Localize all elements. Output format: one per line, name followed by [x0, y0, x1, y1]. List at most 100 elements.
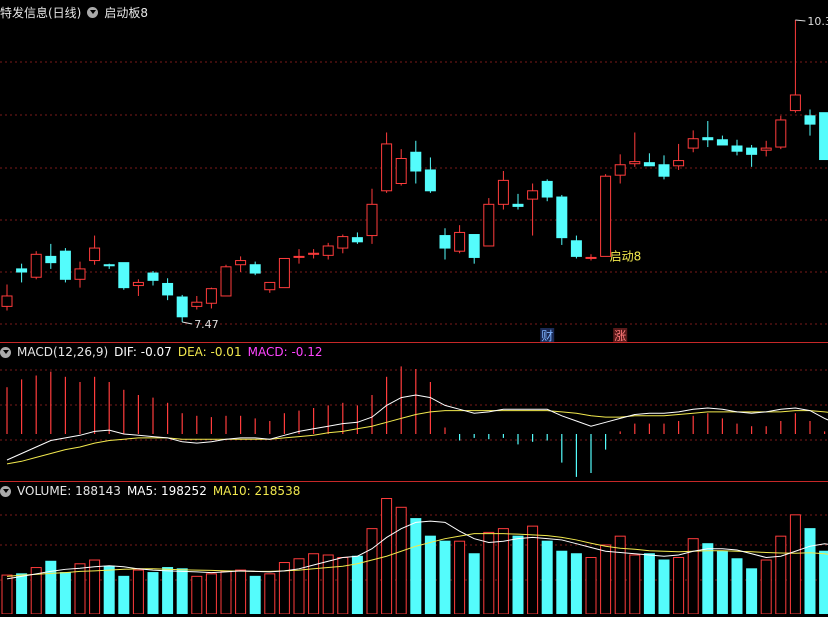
- volume-bar-22: [322, 554, 334, 615]
- candle-body-51: [746, 147, 758, 155]
- volume-bar-0: [1, 574, 13, 615]
- candle-body-42: [614, 164, 626, 176]
- volume-bar-51: [746, 568, 758, 615]
- candle-body-48: [702, 137, 714, 141]
- candle-body-45: [658, 164, 670, 177]
- candle-body-8: [118, 262, 130, 289]
- low-price-label: 7.47: [194, 318, 219, 331]
- volume-bar-4: [59, 572, 71, 615]
- indicator-name[interactable]: 启动板8: [104, 5, 149, 20]
- ma10-label: MA10: 218538: [212, 484, 301, 498]
- volume-bar-46: [673, 557, 685, 615]
- volume-label[interactable]: VOLUME: 188143: [17, 484, 121, 498]
- indicator-dropdown-icon[interactable]: [87, 6, 99, 18]
- volume-bar-18: [264, 573, 276, 615]
- volume-bar-1: [16, 573, 28, 615]
- candle-body-21: [308, 252, 320, 255]
- candle-body-25: [366, 203, 378, 237]
- dea-value: -0.01: [210, 345, 242, 359]
- macd-name[interactable]: MACD(12,26,9): [17, 345, 109, 359]
- candle-body-7: [103, 264, 115, 267]
- candle-body-50: [731, 145, 743, 152]
- volume-bar-12: [176, 568, 188, 615]
- candle-body-34: [497, 179, 509, 205]
- candle-body-29: [424, 169, 436, 192]
- volume-bar-28: [410, 518, 422, 615]
- candle-body-28: [410, 151, 422, 172]
- macd-value: -0.12: [291, 345, 323, 359]
- candle-body-56: [819, 112, 828, 161]
- volume-bar-50: [731, 558, 743, 615]
- volume-bar-29: [424, 535, 436, 615]
- low-price-pointer: [182, 321, 193, 325]
- candle-body-14: [205, 288, 217, 304]
- stock-name: 特发信息(日线): [0, 5, 82, 20]
- ma5-line: [6, 520, 828, 580]
- macd-dropdown-icon[interactable]: [0, 346, 11, 358]
- candle-body-44: [643, 162, 655, 167]
- candle-body-13: [191, 301, 203, 307]
- candle-body-0: [1, 295, 13, 307]
- volume-header: VOLUME: 188143 MA5: 198252 MA10: 218538: [0, 481, 300, 501]
- candle-body-36: [527, 190, 539, 200]
- high-price-label: 10.37: [807, 15, 828, 28]
- dif-value: -0.07: [140, 345, 172, 359]
- volume-bar-55: [804, 528, 816, 615]
- volume-bar-37: [541, 540, 553, 615]
- volume-bar-27: [395, 506, 407, 615]
- candle-body-30: [439, 235, 451, 249]
- marker-text-1: 涨: [614, 328, 626, 343]
- candle-body-23: [337, 236, 349, 249]
- ma10-line: [6, 533, 828, 577]
- candle-body-37: [541, 180, 553, 198]
- candle-body-1: [16, 268, 28, 273]
- candle-body-18: [264, 281, 276, 291]
- candle-body-2: [30, 253, 42, 278]
- dea-line: [6, 410, 828, 465]
- candle-body-41: [600, 175, 612, 257]
- panel-divider-macd: [0, 342, 828, 343]
- volume-bar-3: [45, 560, 57, 615]
- candle-body-26: [381, 143, 393, 192]
- ma5-label: MA5: 198252: [126, 484, 207, 498]
- macd-label: MACD: -0.12: [247, 345, 323, 359]
- volume-bar-32: [468, 553, 480, 615]
- volume-bar-20: [293, 558, 305, 615]
- candle-body-38: [556, 196, 568, 239]
- candle-body-10: [147, 272, 159, 281]
- volume-bar-44: [643, 553, 655, 615]
- candle-body-46: [673, 160, 685, 167]
- volume-bar-53: [775, 535, 787, 615]
- volume-dropdown-icon[interactable]: [0, 485, 11, 497]
- candle-body-55: [804, 115, 816, 125]
- volume-bar-10: [147, 572, 159, 615]
- candle-body-40: [585, 256, 597, 259]
- candle-body-5: [74, 268, 86, 280]
- candle-body-31: [454, 231, 466, 252]
- candle-body-52: [760, 147, 772, 151]
- signal-label: 启动8: [610, 249, 642, 263]
- high-price-pointer: [795, 19, 806, 22]
- volume-bar-43: [629, 554, 641, 615]
- candle-body-32: [468, 234, 480, 258]
- volume-bar-15: [220, 570, 232, 615]
- volume-bar-38: [556, 550, 568, 615]
- candle-body-16: [235, 260, 247, 266]
- dif-line: [6, 394, 828, 461]
- volume-bar-24: [351, 555, 363, 615]
- candle-body-6: [89, 247, 101, 262]
- candle-body-35: [512, 203, 524, 207]
- volume-bar-8: [118, 575, 130, 615]
- ma10-value: 218538: [254, 484, 301, 498]
- volume-bar-30: [439, 540, 451, 615]
- candle-body-24: [351, 237, 363, 243]
- volume-value: 188143: [75, 484, 121, 498]
- candle-body-43: [629, 161, 641, 165]
- volume-bar-36: [527, 525, 539, 615]
- volume-bar-49: [716, 550, 728, 615]
- candle-body-22: [322, 245, 334, 256]
- volume-bar-21: [308, 553, 320, 615]
- candle-body-27: [395, 158, 407, 184]
